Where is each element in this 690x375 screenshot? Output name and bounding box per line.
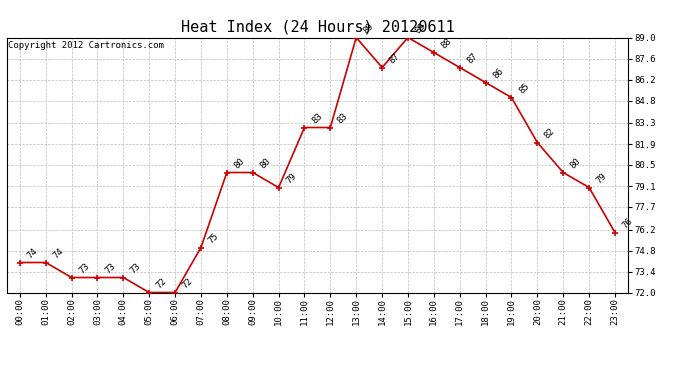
Text: 74: 74 (51, 246, 66, 260)
Text: 73: 73 (129, 261, 143, 275)
Text: Copyright 2012 Cartronics.com: Copyright 2012 Cartronics.com (8, 41, 164, 50)
Text: 87: 87 (388, 51, 402, 65)
Text: 72: 72 (181, 276, 195, 290)
Text: 83: 83 (336, 111, 350, 125)
Text: 73: 73 (103, 261, 117, 275)
Text: 79: 79 (595, 171, 609, 185)
Text: 89: 89 (362, 21, 376, 35)
Text: 76: 76 (620, 216, 635, 230)
Text: 80: 80 (233, 156, 246, 170)
Text: 80: 80 (569, 156, 583, 170)
Text: 88: 88 (440, 36, 453, 50)
Text: 83: 83 (310, 111, 324, 125)
Text: 82: 82 (543, 126, 557, 140)
Text: 79: 79 (284, 171, 298, 185)
Text: 75: 75 (206, 231, 221, 245)
Text: 80: 80 (258, 156, 273, 170)
Text: 89: 89 (413, 21, 428, 35)
Text: 85: 85 (517, 81, 531, 95)
Text: 87: 87 (465, 51, 480, 65)
Title: Heat Index (24 Hours) 20120611: Heat Index (24 Hours) 20120611 (181, 20, 454, 35)
Text: 73: 73 (77, 261, 91, 275)
Text: 72: 72 (155, 276, 169, 290)
Text: 86: 86 (491, 66, 505, 80)
Text: 74: 74 (26, 246, 39, 260)
